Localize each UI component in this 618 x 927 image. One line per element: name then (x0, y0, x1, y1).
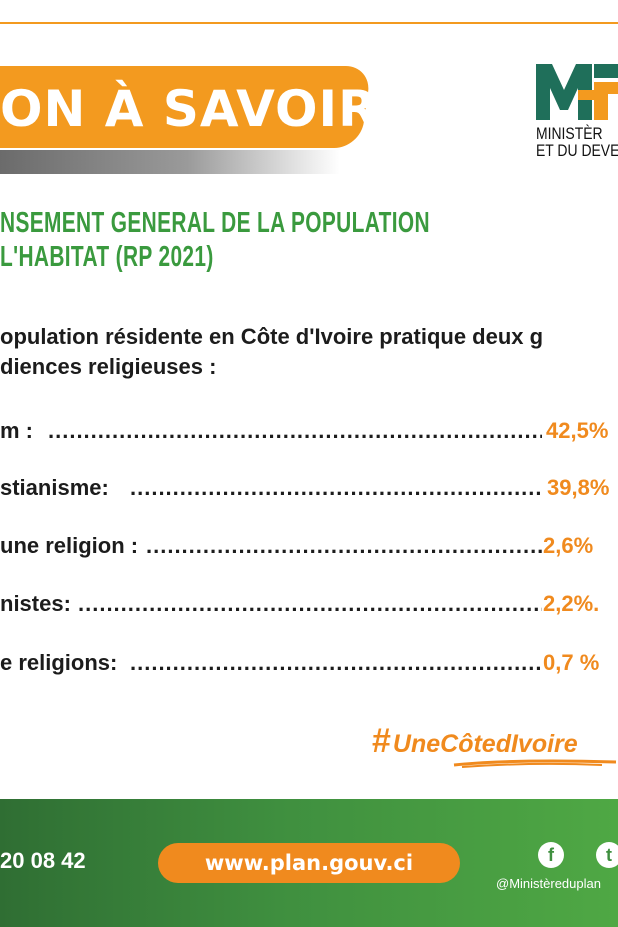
intro-line-1: opulation résidente en Côte d'Ivoire pra… (0, 324, 544, 349)
logo-text-line-1: MINISTÈR (536, 124, 603, 143)
stat-value: 2,2%. (543, 591, 600, 616)
stat-value: 39,8% (547, 475, 610, 500)
stat-row-autres-religions: e religions: ...........................… (0, 650, 618, 680)
stat-row-animistes: nistes: ................................… (0, 591, 618, 621)
hash-sign: # (372, 722, 391, 760)
stat-row-sans-religion: une religion : .........................… (0, 533, 618, 563)
intro-text: opulation résidente en Côte d'Ivoire pra… (0, 322, 618, 382)
dot-leader: ........................................… (78, 591, 542, 616)
stat-value: 0,7 % (543, 650, 600, 675)
phone-number: 20 08 42 (0, 848, 86, 873)
stat-value: 42,5% (546, 418, 609, 443)
stat-row-islam: m : ....................................… (0, 418, 618, 448)
stat-label: stianisme: (0, 475, 109, 500)
section-heading: NSEMENT GENERAL DE LA POPULATION L'HABIT… (0, 206, 430, 274)
heading-line-1: NSEMENT GENERAL DE LA POPULATION (0, 207, 430, 239)
ministry-logo-mark (536, 64, 618, 120)
website-url: www.plan.gouv.ci (204, 851, 414, 875)
hashtag: #UneCôtedIvoire (372, 722, 578, 761)
hashtag-underline (453, 759, 617, 768)
banner-title: ON À SAVOIR (0, 80, 378, 138)
twitter-icon[interactable]: t (596, 842, 618, 868)
ministry-logo: MINISTÈR ET DU DEVE (534, 60, 618, 170)
dot-leader: ........................................… (130, 650, 542, 675)
banner-shadow-bar (0, 150, 340, 174)
stat-label: m : (0, 418, 33, 443)
logo-text-line-2: ET DU DEVE (536, 141, 618, 160)
dot-leader: ........................................… (146, 533, 542, 558)
facebook-icon[interactable]: f (538, 842, 564, 868)
intro-line-2: diences religieuses : (0, 354, 217, 379)
stat-row-christianisme: stianisme: .............................… (0, 475, 618, 505)
heading-line-2: L'HABITAT (RP 2021) (0, 241, 214, 273)
stat-label: une religion : (0, 533, 139, 558)
top-divider (0, 22, 618, 24)
stat-value: 2,6% (543, 533, 594, 558)
stat-label: nistes: (0, 591, 71, 616)
stat-label: e religions: (0, 650, 118, 675)
hashtag-text: UneCôtedIvoire (392, 730, 578, 758)
dot-leader: ........................................… (130, 475, 544, 500)
social-handle: @Ministèreduplan (496, 876, 601, 891)
dot-leader: ........................................… (48, 418, 542, 443)
website-link[interactable]: www.plan.gouv.ci (158, 843, 460, 883)
